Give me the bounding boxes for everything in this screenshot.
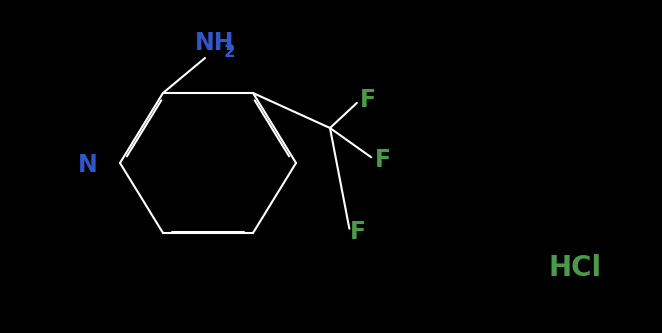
Text: F: F	[360, 88, 376, 112]
Text: NH: NH	[195, 31, 234, 55]
Text: HCl: HCl	[548, 254, 602, 282]
Text: F: F	[375, 148, 391, 172]
Text: F: F	[350, 220, 366, 244]
Text: 2: 2	[224, 43, 235, 61]
Text: N: N	[78, 153, 98, 177]
